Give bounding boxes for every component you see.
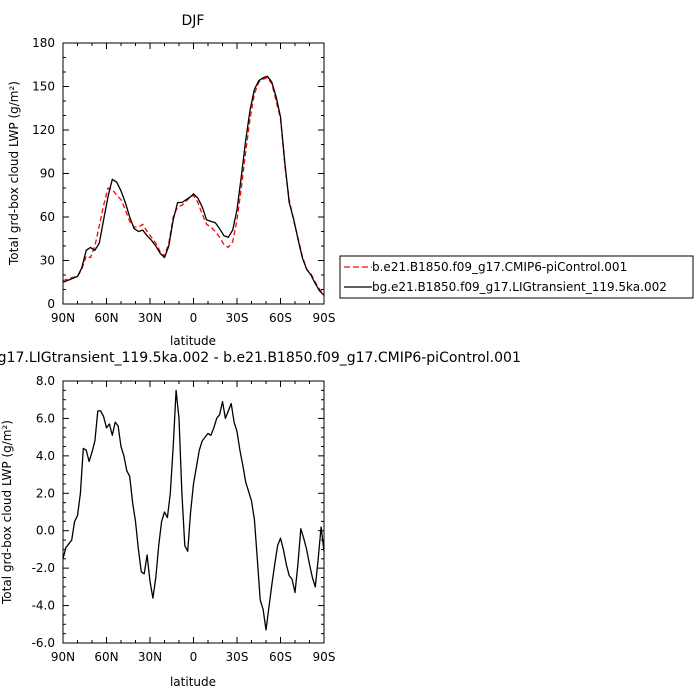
y-tick-label: 4.0 — [36, 449, 55, 463]
x-tick-label: 90S — [313, 311, 336, 325]
x-tick-label: 30S — [226, 650, 249, 664]
bottom-chart-panel: bg.e21.B1850.f09_g17.LIGtransient_119.5k… — [0, 350, 521, 689]
x-tick-label: 60N — [94, 650, 118, 664]
x-tick-label: 60S — [269, 650, 292, 664]
series-line-difference — [62, 389, 325, 631]
x-tick-label: 30N — [138, 311, 162, 325]
bottom-chart-lines — [62, 389, 325, 631]
top-chart-lines — [62, 75, 325, 296]
series-line-control — [62, 77, 325, 295]
bottom-chart-xlabel: latitude — [170, 675, 216, 689]
x-tick-label: 60N — [94, 311, 118, 325]
legend-box — [339, 255, 694, 299]
top-chart-frame — [62, 42, 325, 305]
y-tick-label: -2.0 — [32, 561, 55, 575]
y-tick-label: 30 — [40, 254, 55, 268]
x-tick-label: 60S — [269, 311, 292, 325]
y-tick-label: 60 — [40, 210, 55, 224]
x-tick-label: 90S — [313, 650, 336, 664]
bottom-chart-title: bg.e21.B1850.f09_g17.LIGtransient_119.5k… — [0, 350, 521, 366]
x-tick-label: 90N — [51, 311, 75, 325]
y-tick-label: -4.0 — [32, 599, 55, 613]
legend-label-control: b.e21.B1850.f09_g17.CMIP6-piControl.001 — [372, 260, 627, 274]
x-tick-label: 0 — [190, 311, 198, 325]
x-tick-label: 0 — [190, 650, 198, 664]
y-tick-label: 90 — [40, 167, 55, 181]
top-chart-title: DJF — [182, 13, 205, 29]
legend-label-lig: bg.e21.B1850.f09_g17.LIGtransient_119.5k… — [372, 280, 667, 294]
y-tick-label: 0.0 — [36, 524, 55, 538]
y-tick-label: -6.0 — [32, 636, 55, 650]
top-chart-ylabel: Total grd-box cloud LWP (g/m²) — [7, 81, 21, 266]
top-chart-ticks: 90N 60N 30N 0 30S 60S 90S 0 30 60 90 120 150 180 — [32, 36, 335, 325]
y-tick-label: 2.0 — [36, 486, 55, 500]
top-chart-panel: DJF Total grd-box cloud LWP (g/m²) latit… — [7, 13, 335, 348]
x-tick-label: 30S — [226, 311, 249, 325]
legend: b.e21.B1850.f09_g17.CMIP6-piControl.001 … — [339, 255, 694, 299]
x-tick-label: 30N — [138, 650, 162, 664]
x-tick-label: 90N — [51, 650, 75, 664]
bottom-chart-ylabel: Total grd-box cloud LWP (g/m²) — [0, 420, 14, 605]
y-tick-label: 6.0 — [36, 411, 55, 425]
bottom-chart-frame — [62, 380, 325, 644]
y-tick-label: 180 — [32, 36, 55, 50]
y-tick-label: 150 — [32, 80, 55, 94]
series-line-lig — [62, 75, 325, 296]
y-tick-label: 120 — [32, 123, 55, 137]
bottom-chart-ticks: 90N 60N 30N 0 30S 60S 90S -6.0 -4.0 -2.0 0.0 2.0 4.0… — [32, 374, 336, 664]
y-tick-label: 8.0 — [36, 374, 55, 388]
y-tick-label: 0 — [47, 297, 55, 311]
top-chart-xlabel: latitude — [170, 334, 216, 348]
